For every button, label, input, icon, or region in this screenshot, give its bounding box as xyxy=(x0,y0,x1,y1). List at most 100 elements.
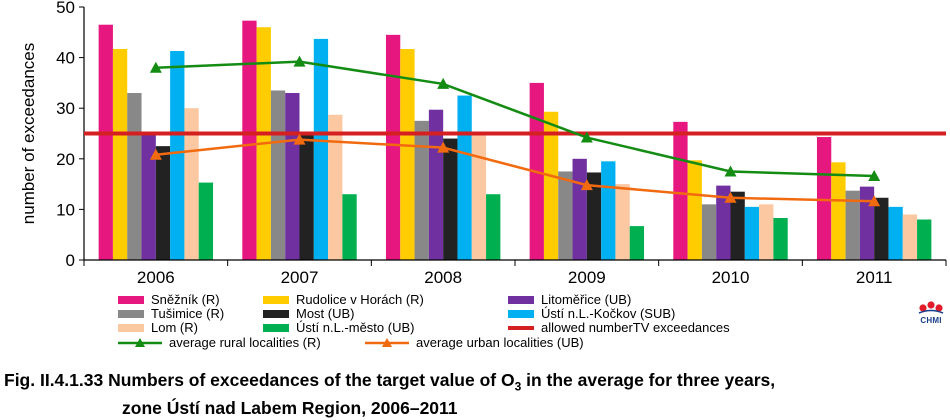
legend-label: Litoměřice (UB) xyxy=(541,292,632,307)
bar xyxy=(543,111,559,260)
legend-item-usti-mesto: Ústí n.L.-město (UB) xyxy=(263,320,414,335)
series-line xyxy=(155,138,875,203)
legend-swatch xyxy=(118,309,144,318)
line-marker xyxy=(580,179,593,191)
caption-line2: zone Ústí nad Labem Region, 2006–2011 xyxy=(122,397,458,418)
caption-line1-prefix: Fig. II.4.1.33 Numbers of exceedances of… xyxy=(4,370,515,390)
bar xyxy=(486,194,501,260)
line-marker xyxy=(293,133,306,145)
legend-swatch xyxy=(263,295,289,304)
bar xyxy=(112,48,128,260)
legend-label: Ústí n.L.-město (UB) xyxy=(296,320,415,335)
figure-caption: Fig. II.4.1.33 Numbers of exceedances of… xyxy=(4,370,944,419)
bar xyxy=(759,204,774,260)
bar xyxy=(917,219,932,260)
legend-line-marker xyxy=(365,337,409,348)
bar xyxy=(414,120,429,260)
bar xyxy=(687,160,702,260)
x-tick-label: 2010 xyxy=(712,268,750,287)
legend-line-marker xyxy=(118,337,162,348)
series-line xyxy=(155,60,875,178)
bar xyxy=(127,93,142,261)
legend-item-tusimice: Tušimice (R) xyxy=(118,306,224,321)
legend-swatch xyxy=(263,323,289,332)
bar xyxy=(443,138,458,260)
line-marker xyxy=(580,131,593,143)
x-tick-label: 2011 xyxy=(856,268,893,287)
bar xyxy=(859,186,875,260)
legend-item-urban-average: average urban localities (UB) xyxy=(365,335,584,350)
x-tick-label: 2007 xyxy=(281,268,319,287)
chmi-logo: CHMI xyxy=(916,299,946,329)
legend-label: average urban localities (UB) xyxy=(416,335,584,350)
chmi-logo-text: CHMI xyxy=(920,316,942,325)
x-tick-label: 2006 xyxy=(137,268,175,287)
exceedances-chart: 0 10 20 30 40 50 2006 2007 2008 2009 2010 2011 numbe… xyxy=(19,0,947,287)
legend-swatch xyxy=(508,295,534,304)
legend-item-litomerice: Litoměřice (UB) xyxy=(508,292,631,307)
legend-item-reference: allowed numberTV exceedances xyxy=(508,320,730,335)
bar xyxy=(270,90,286,261)
bar xyxy=(586,172,602,260)
line-marker xyxy=(293,55,306,67)
bar xyxy=(400,48,415,260)
bar xyxy=(170,51,185,260)
bar xyxy=(816,137,832,260)
legend-item-sneznik: Sněžník (R) xyxy=(118,292,220,307)
bar xyxy=(285,93,300,261)
bar xyxy=(831,162,846,260)
bar xyxy=(845,190,860,260)
legend-item-most: Most (UB) xyxy=(263,306,355,321)
line-marker xyxy=(437,141,450,153)
bar xyxy=(730,191,745,260)
bar xyxy=(242,20,257,260)
chmi-logo-icon xyxy=(918,301,944,314)
legend-swatch xyxy=(263,309,289,318)
bar xyxy=(299,133,314,260)
bar xyxy=(773,218,788,260)
y-tick-label: 30 xyxy=(56,99,75,118)
bar xyxy=(601,161,616,260)
bar xyxy=(342,194,357,260)
caption-line1-suffix: in the average for three years, xyxy=(521,370,776,390)
bar xyxy=(471,133,487,260)
bar xyxy=(673,121,688,260)
bar xyxy=(629,226,645,260)
caption-subscript: 3 xyxy=(514,379,522,394)
bar xyxy=(155,146,171,260)
legend-label: Tušimice (R) xyxy=(151,306,225,321)
bar xyxy=(98,24,113,261)
line-marker xyxy=(868,170,881,182)
bar xyxy=(385,34,401,260)
bar xyxy=(313,38,329,261)
bar xyxy=(198,182,214,260)
bar xyxy=(457,95,472,260)
line-marker xyxy=(149,61,162,73)
y-tick-label: 20 xyxy=(56,150,75,169)
legend-swatch xyxy=(118,323,144,332)
x-tick-label: 2009 xyxy=(568,268,606,287)
legend-label: Sněžník (R) xyxy=(151,292,220,307)
x-tick-label: 2008 xyxy=(424,268,462,287)
chart-legend: Sněžník (R) Rudolice v Horách (R) Litomě… xyxy=(118,292,818,362)
bar xyxy=(615,184,630,260)
bar xyxy=(874,197,889,260)
legend-label: average rural localities (R) xyxy=(169,335,321,350)
legend-item-kockov: Ústí n.L.-Kočkov (SUB) xyxy=(508,306,675,321)
legend-item-rural-average: average rural localities (R) xyxy=(118,335,321,350)
bar xyxy=(902,214,918,260)
legend-label: allowed numberTV exceedances xyxy=(541,320,730,335)
line-marker xyxy=(437,77,450,89)
bar xyxy=(184,108,199,260)
legend-item-rudolice: Rudolice v Horách (R) xyxy=(263,292,424,307)
legend-swatch xyxy=(118,295,144,304)
y-tick-label: 40 xyxy=(56,49,75,68)
bar xyxy=(701,204,717,260)
legend-label: Most (UB) xyxy=(296,306,355,321)
legend-label: Ústí n.L.-Kočkov (SUB) xyxy=(541,306,676,321)
y-axis-label: number of exceedances xyxy=(19,43,38,224)
bar xyxy=(141,133,156,260)
legend-swatch xyxy=(508,309,534,318)
line-marker xyxy=(868,195,881,207)
line-marker xyxy=(724,191,737,203)
